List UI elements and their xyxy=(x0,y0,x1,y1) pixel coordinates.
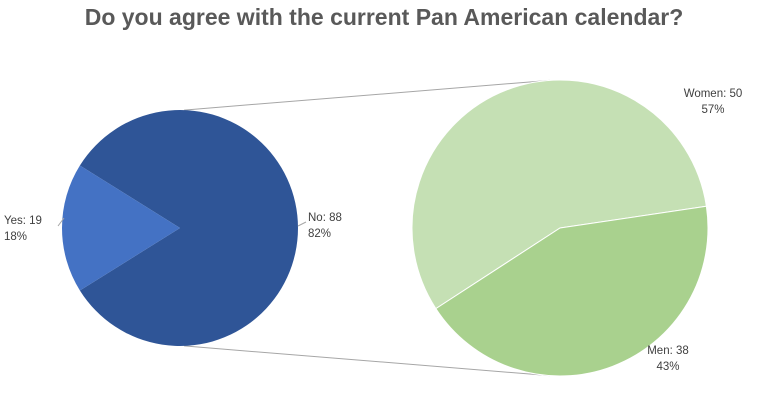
data-label-no: No: 88 82% xyxy=(308,212,342,240)
breakout-pie xyxy=(411,79,709,377)
data-label-yes: Yes: 19 18% xyxy=(4,215,42,243)
main-pie xyxy=(61,109,298,346)
chart-title: Do you agree with the current Pan Americ… xyxy=(84,4,684,30)
connector-lines xyxy=(184,79,550,377)
connector-line-top xyxy=(184,79,550,111)
slice-women xyxy=(411,79,707,310)
leader-line-no xyxy=(297,221,307,227)
connector-line-bottom xyxy=(184,345,550,377)
slice-yes xyxy=(61,165,180,291)
data-label-men: Men: 38 43% xyxy=(647,345,689,373)
leader-line-yes xyxy=(57,217,65,227)
data-label-women: Women: 50 57% xyxy=(684,88,743,116)
data-labels: No: 88 82% Yes: 19 18% Women: 50 57% Men: 38 43… xyxy=(4,88,742,373)
slice-no xyxy=(79,109,298,346)
slice-men xyxy=(435,205,709,377)
